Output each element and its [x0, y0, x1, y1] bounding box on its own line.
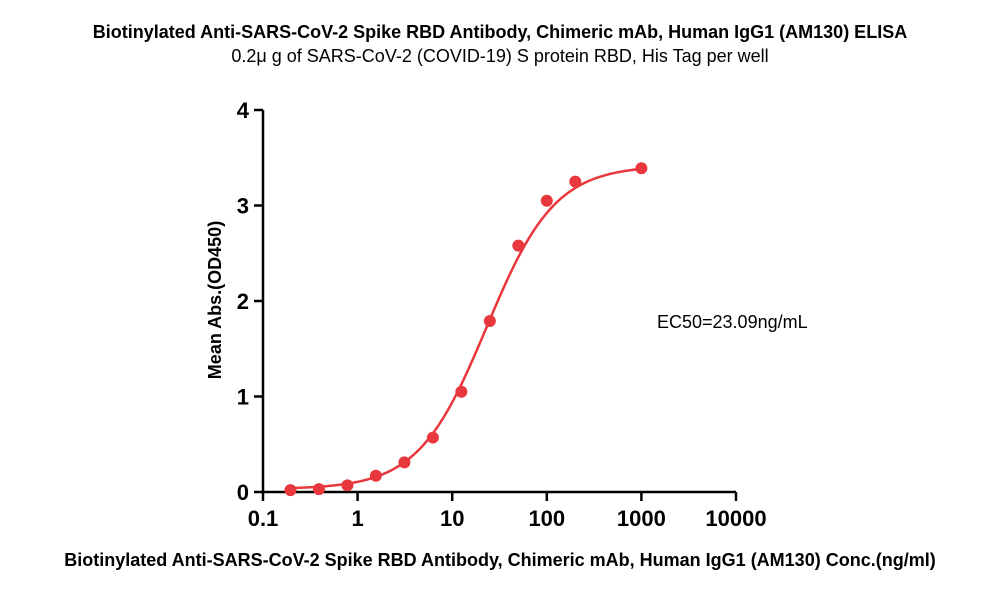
- data-point: [483, 315, 496, 328]
- x-tick-label: 10: [440, 506, 464, 531]
- y-tick-label: 4: [237, 98, 250, 123]
- x-tick-label: 10000: [705, 506, 766, 531]
- data-point: [540, 194, 553, 207]
- data-point: [426, 431, 439, 444]
- x-tick-label: 0.1: [248, 506, 279, 531]
- data-point: [455, 385, 468, 398]
- y-tick-label: 1: [237, 385, 249, 410]
- fit-curve-layer: [290, 167, 642, 490]
- data-point: [569, 175, 582, 188]
- fit-curve: [290, 167, 642, 490]
- chart-title: Biotinylated Anti-SARS-CoV-2 Spike RBD A…: [92, 22, 908, 42]
- y-axis-label: Mean Abs.(OD450): [205, 221, 225, 379]
- y-tick-label: 3: [237, 194, 249, 219]
- data-point: [312, 483, 325, 496]
- axes: 0 1 2 3 4 0.1 1 10 100 1000 10000: [237, 98, 767, 531]
- x-tick-label: 1000: [617, 506, 666, 531]
- chart-subtitle: 0.2μ g of SARS-CoV-2 (COVID-19) S protei…: [231, 46, 769, 66]
- x-tick-label: 100: [528, 506, 565, 531]
- y-tick-label: 2: [237, 289, 249, 314]
- data-point: [635, 162, 648, 175]
- data-point: [398, 456, 411, 469]
- data-point: [341, 479, 354, 492]
- data-point: [284, 484, 297, 497]
- x-tick-label: 1: [351, 506, 363, 531]
- data-point: [369, 469, 382, 482]
- ec50-annotation: EC50=23.09ng/mL: [657, 312, 808, 332]
- x-axis-label: Biotinylated Anti-SARS-CoV-2 Spike RBD A…: [64, 550, 936, 570]
- y-tick-label: 0: [237, 480, 249, 505]
- data-points-layer: [284, 162, 648, 497]
- data-point: [512, 239, 525, 252]
